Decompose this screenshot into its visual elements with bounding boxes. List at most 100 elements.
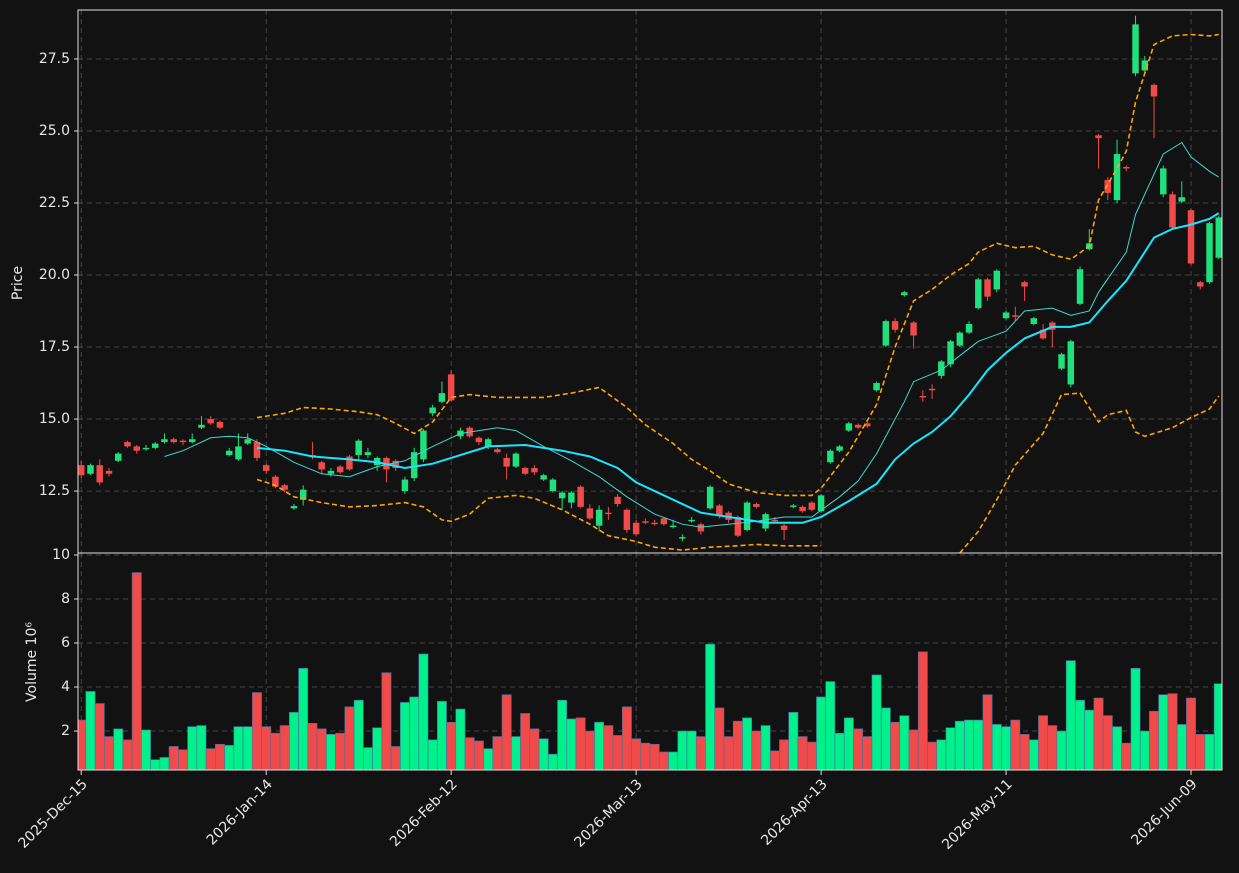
candle-body	[1215, 217, 1222, 258]
volume-bar	[557, 699, 568, 770]
candle-body	[438, 393, 446, 402]
candle-body	[790, 505, 797, 507]
volume-bar	[658, 751, 669, 770]
volume-bar	[1001, 726, 1011, 770]
candle-body	[1021, 282, 1028, 287]
volume-bar	[890, 721, 901, 770]
candle-body	[651, 522, 658, 525]
candle-body	[1132, 24, 1139, 74]
candle-body	[938, 361, 945, 376]
candle-body	[540, 475, 547, 480]
volume-bar	[261, 726, 272, 770]
x-tick-label: 2026-Jun-09	[1128, 776, 1200, 848]
volume-bar	[594, 721, 605, 770]
volume-bar	[131, 572, 142, 770]
candle-body	[817, 495, 825, 512]
volume-bar	[686, 730, 697, 770]
volume-bar	[1139, 730, 1150, 770]
volume-bar	[843, 717, 854, 770]
volume-bar	[862, 736, 873, 770]
candle-body	[1030, 318, 1038, 324]
volume-tick-label: 6	[61, 635, 70, 651]
candle-body	[420, 430, 427, 460]
volume-bar	[927, 741, 937, 770]
y-tick-label: 27.5	[39, 51, 70, 67]
volume-bar	[520, 713, 531, 770]
candle-body	[614, 496, 621, 505]
candle-body	[549, 479, 557, 492]
candle-body	[975, 279, 982, 309]
candle-body	[993, 270, 1001, 290]
candle-body	[521, 468, 529, 474]
candle-body	[78, 465, 85, 476]
volume-bar	[252, 692, 262, 770]
volume-bar	[621, 706, 632, 770]
candle-body	[1058, 354, 1065, 369]
volume-bar	[159, 757, 170, 770]
candle-body	[1095, 135, 1102, 139]
volume-bar	[760, 725, 771, 770]
candle-body	[198, 424, 205, 428]
candle-body	[716, 505, 723, 516]
volume-bar	[991, 724, 1002, 770]
candle-body	[743, 502, 751, 530]
candle-body	[327, 470, 335, 474]
volume-bar	[455, 708, 466, 770]
volume-bar	[168, 746, 179, 770]
volume-bar	[353, 699, 364, 770]
indicator-lines	[164, 33, 1220, 553]
candle-body	[558, 492, 566, 499]
volume-tick-label: 8	[61, 591, 70, 607]
candle-body	[410, 452, 418, 479]
volume-bar	[1149, 710, 1159, 770]
volume-bar	[390, 746, 401, 770]
volume-bar	[1084, 709, 1095, 770]
volume-bar	[668, 751, 679, 770]
candle-body	[346, 456, 353, 470]
y-tick-label: 12.5	[39, 483, 70, 499]
x-tick-label: 2025-Dec-15	[15, 776, 90, 851]
candle-body	[864, 423, 871, 427]
volume-bar	[1204, 734, 1215, 770]
volume-bar	[1038, 715, 1048, 770]
indicator-line	[256, 33, 1219, 497]
candle-body	[133, 446, 140, 451]
volume-bar	[316, 728, 327, 770]
candle-body	[688, 519, 695, 522]
candle-body	[124, 442, 131, 447]
volume-bar	[233, 726, 244, 770]
candle-body	[1002, 312, 1010, 319]
volume-bar	[85, 691, 96, 770]
candle-body	[753, 504, 760, 507]
volume-bar	[196, 725, 207, 770]
candle-body	[808, 502, 816, 510]
volume-bar	[372, 727, 383, 770]
volume-bar	[954, 720, 965, 770]
volume-bar	[853, 728, 864, 770]
volume-bar	[714, 707, 725, 770]
volume-bar	[501, 694, 512, 770]
candle-body	[96, 465, 103, 483]
candle-body	[1113, 154, 1121, 201]
candle-body	[845, 423, 853, 431]
volume-bar	[769, 750, 780, 770]
volume-bar	[1158, 694, 1169, 770]
candle-body	[947, 341, 954, 365]
candle-body	[780, 525, 788, 530]
candle-body	[512, 453, 520, 467]
candle-body	[799, 506, 806, 512]
volume-bar	[1176, 724, 1187, 770]
volume-bar	[326, 734, 336, 770]
volume-bar	[1195, 734, 1206, 770]
volume-bar	[1102, 715, 1113, 770]
price-frame	[77, 9, 1223, 554]
volume-bar	[1019, 734, 1030, 770]
volume-bar	[936, 739, 947, 770]
volume-bar	[529, 728, 540, 770]
volume-bar	[816, 696, 827, 770]
volume-bar	[399, 702, 410, 770]
volume-bar	[279, 725, 290, 770]
volume-bar	[575, 717, 586, 770]
price-axis-label: Price	[10, 266, 26, 300]
candle-body	[679, 537, 686, 539]
